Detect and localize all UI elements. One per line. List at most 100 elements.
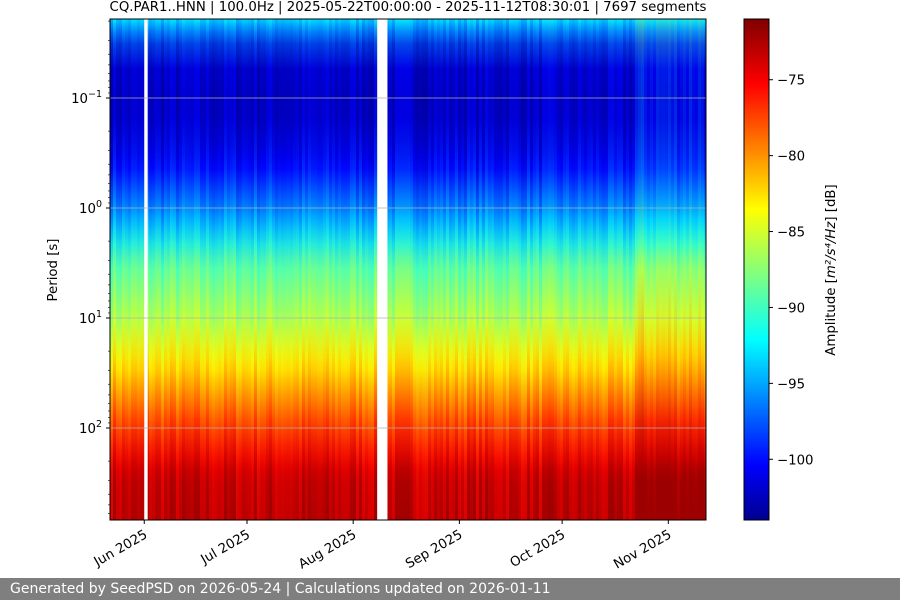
heatmap-column: [212, 19, 215, 520]
heatmap-column: [641, 19, 644, 520]
heatmap-column: [476, 19, 479, 520]
heatmap-column: [305, 19, 308, 520]
colorbar-ticks: −75 −80 −85 −90 −95 −100: [769, 74, 814, 468]
x-tick-label: Aug 2025: [296, 527, 359, 572]
heatmap-column: [203, 19, 206, 520]
heatmap-column: [464, 19, 467, 520]
colorbar-tick-label: −95: [777, 377, 805, 392]
heatmap-column: [395, 19, 398, 520]
heatmap-column: [239, 19, 242, 520]
heatmap-column: [296, 19, 299, 520]
heatmap-column: [266, 19, 269, 520]
heatmap-column: [650, 19, 653, 520]
heatmap-column: [515, 19, 518, 520]
heatmap-columns: [110, 19, 706, 520]
heatmap-column: [458, 19, 461, 520]
psd-spectrogram-chart: CQ.PAR1..HNN | 100.0Hz | 2025-05-22T00:0…: [46, 0, 839, 572]
heatmap-column: [170, 19, 173, 520]
heatmap-column: [467, 19, 470, 520]
heatmap-column: [623, 19, 626, 520]
heatmap-column: [473, 19, 476, 520]
heatmap-column: [140, 19, 143, 520]
heatmap-column: [359, 19, 362, 520]
colorbar-gradient: [743, 18, 770, 521]
heatmap-column: [554, 19, 557, 520]
heatmap-column: [329, 19, 332, 520]
heatmap-column: [578, 19, 581, 520]
heatmap-column: [407, 19, 410, 520]
heatmap-column: [224, 19, 227, 520]
heatmap-column: [692, 19, 695, 520]
heatmap-column: [593, 19, 596, 520]
heatmap-column: [632, 19, 635, 520]
heatmap-column: [128, 19, 131, 520]
heatmap-column: [680, 19, 683, 520]
heatmap-column: [293, 19, 296, 520]
heatmap-column: [605, 19, 608, 520]
heatmap-column: [494, 19, 497, 520]
heatmap-column: [341, 19, 344, 520]
heatmap-column: [659, 19, 662, 520]
heatmap-column: [209, 19, 212, 520]
heatmap-column: [581, 19, 584, 520]
heatmap-column: [428, 19, 431, 520]
heatmap-column: [164, 19, 167, 520]
heatmap-column: [122, 19, 125, 520]
heatmap-column: [125, 19, 128, 520]
heatmap-column: [371, 19, 374, 520]
y-axis-label: Period [s]: [46, 239, 61, 302]
heatmap-column: [521, 19, 524, 520]
heatmap-column: [551, 19, 554, 520]
x-tick-label: Sep 2025: [403, 527, 465, 572]
heatmap-column: [602, 19, 605, 520]
heatmap-column: [251, 19, 254, 520]
heatmap-column: [353, 19, 356, 520]
heatmap-column: [284, 19, 287, 520]
heatmap-column: [410, 19, 413, 520]
heatmap-column: [491, 19, 494, 520]
heatmap-column: [215, 19, 218, 520]
colorbar-tick-label: −85: [777, 226, 805, 241]
heatmap-column: [254, 19, 257, 520]
heatmap-column: [701, 19, 704, 520]
heatmap-column: [158, 19, 161, 520]
heatmap-column: [287, 19, 290, 520]
heatmap-column: [299, 19, 302, 520]
heatmap-column: [662, 19, 665, 520]
heatmap-column: [422, 19, 425, 520]
heatmap-column: [233, 19, 236, 520]
heatmap-column: [413, 19, 416, 520]
heatmap-column: [242, 19, 245, 520]
heatmap-column: [368, 19, 371, 520]
heatmap-column: [245, 19, 248, 520]
heatmap-column: [392, 19, 395, 520]
heatmap-column: [566, 19, 569, 520]
y-axis: 10−1 100 101 102: [71, 20, 110, 514]
heatmap-column: [113, 19, 116, 520]
heatmap-column: [389, 19, 392, 520]
heatmap-column: [323, 19, 326, 520]
heatmap-column: [248, 19, 251, 520]
heatmap-column: [194, 19, 197, 520]
heatmap-column: [485, 19, 488, 520]
heatmap-column: [653, 19, 656, 520]
heatmap-column: [110, 19, 113, 520]
x-tick-label: Nov 2025: [611, 527, 674, 572]
heatmap-column: [275, 19, 278, 520]
heatmap-column: [176, 19, 179, 520]
heatmap-column: [401, 19, 404, 520]
heatmap-column: [599, 19, 602, 520]
data-gap: [144, 19, 148, 520]
heatmap-column: [332, 19, 335, 520]
heatmap-column: [350, 19, 353, 520]
heatmap-column: [614, 19, 617, 520]
heatmap-column: [557, 19, 560, 520]
heatmap-column: [548, 19, 551, 520]
colorbar-tick-label: −80: [777, 150, 805, 165]
heatmap-column: [308, 19, 311, 520]
heatmap-column: [437, 19, 440, 520]
heatmap-column: [314, 19, 317, 520]
heatmap-column: [347, 19, 350, 520]
heatmap-column: [530, 19, 533, 520]
heatmap-column: [260, 19, 263, 520]
